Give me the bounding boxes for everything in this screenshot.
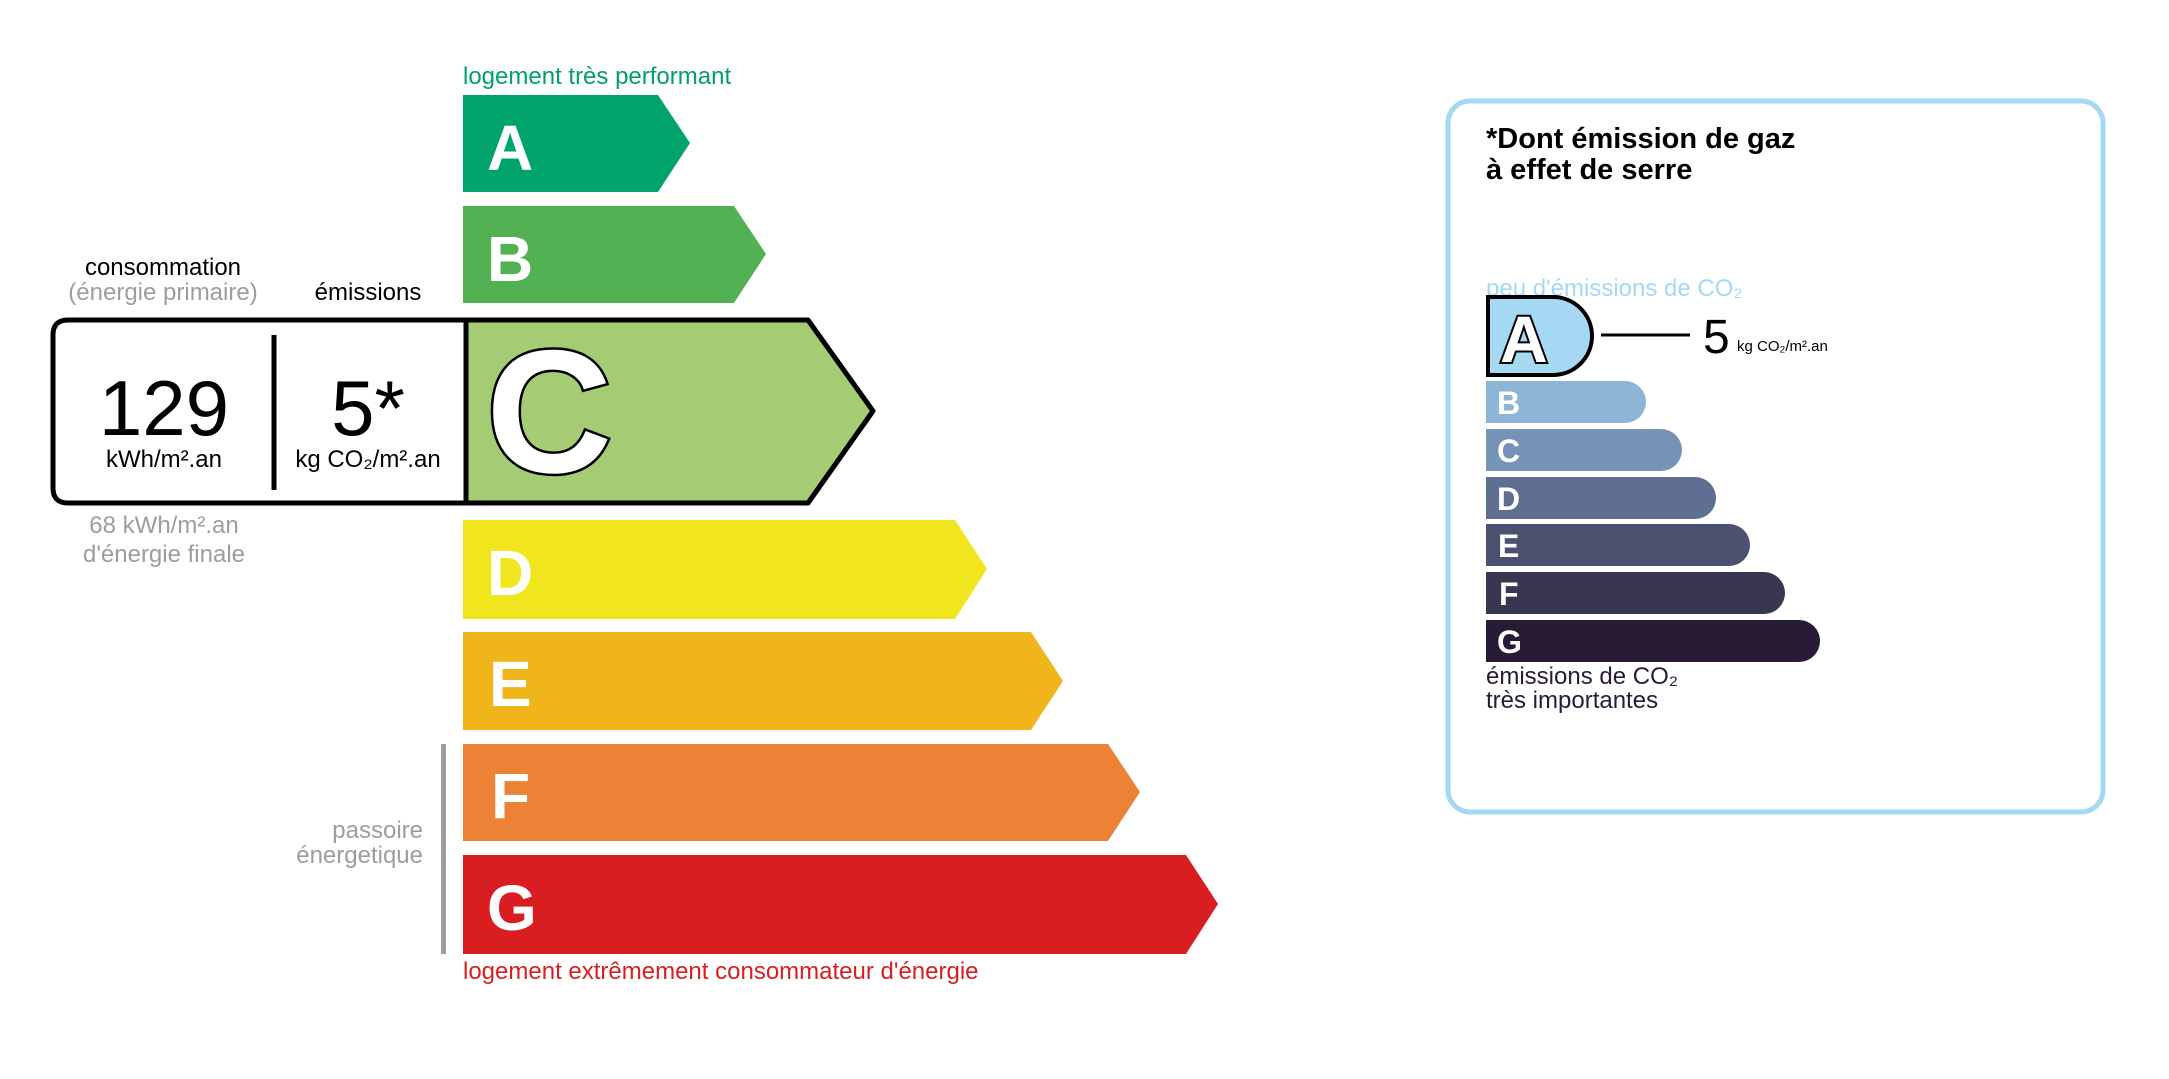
- energy-top-label: logement très performant: [463, 63, 731, 90]
- final-energy-value: 68 kWh/m².an: [89, 512, 238, 539]
- energy-bar-d: [463, 520, 987, 619]
- emissions-value: 5*: [331, 364, 405, 452]
- energy-letter-e: E: [489, 648, 532, 720]
- energy-letter-d: D: [487, 537, 533, 609]
- passoire-label-2: énergetique: [296, 842, 423, 869]
- ges-letter-c: C: [1497, 433, 1520, 469]
- energy-bottom-label: logement extrêmement consommateur d'éner…: [463, 958, 979, 985]
- energy-bar-b: [463, 206, 766, 303]
- energy-letter-b: B: [487, 223, 533, 295]
- ges-letter-e: E: [1498, 528, 1519, 564]
- ges-bar-f: [1486, 572, 1785, 614]
- ges-letter-a: A: [1500, 302, 1548, 376]
- energy-bar-e: [463, 632, 1063, 730]
- final-energy-label: d'énergie finale: [83, 541, 245, 568]
- energy-letter-f: F: [491, 760, 530, 832]
- ges-value: 5: [1703, 311, 1730, 364]
- consumption-label: consommation: [85, 254, 241, 281]
- ges-bar-a: [1486, 295, 1594, 377]
- ges-bar-e: [1486, 524, 1750, 566]
- energy-bar-g: [463, 855, 1218, 954]
- emissions-label: émissions: [315, 279, 422, 306]
- energy-value-box: [50, 317, 876, 506]
- ges-bar-g: [1486, 620, 1820, 662]
- passoire-bracket: [441, 744, 446, 954]
- ges-title-1: *Dont émission de gaz: [1486, 123, 1795, 155]
- ges-title-2: à effet de serre: [1486, 154, 1692, 186]
- ges-bar-b: [1486, 381, 1646, 423]
- ges-unit: kg CO₂/m².an: [1737, 338, 1828, 355]
- energy-letter-c: C: [486, 315, 612, 510]
- ges-panel: *Dont émission de gaz à effet de serre p…: [1445, 98, 2106, 815]
- emissions-unit: kg CO₂/m².an: [295, 446, 440, 473]
- ges-bar-c: [1486, 429, 1682, 471]
- ges-letter-d: D: [1497, 481, 1520, 517]
- energy-scale: logement très performant A B C 129 kWh/m…: [50, 63, 1218, 985]
- consumption-value: 129: [99, 364, 229, 452]
- consumption-unit: kWh/m².an: [106, 446, 222, 473]
- ges-letter-f: F: [1499, 576, 1519, 612]
- passoire-label-1: passoire: [332, 817, 423, 844]
- ges-bottom-label-2: très importantes: [1486, 687, 1658, 714]
- energy-current-class-c: C 129 kWh/m².an 5* kg CO₂/m².an: [50, 313, 876, 513]
- ges-letter-b: B: [1497, 385, 1520, 421]
- ges-letter-g: G: [1497, 624, 1522, 660]
- energy-bar-f: [463, 744, 1140, 841]
- consumption-sublabel: (énergie primaire): [68, 279, 257, 306]
- energy-letter-g: G: [487, 872, 537, 944]
- ges-bottom-label-1: émissions de CO₂: [1486, 663, 1678, 690]
- energy-letter-a: A: [487, 112, 533, 184]
- ges-bar-d: [1486, 477, 1716, 519]
- energy-bar-a: [463, 95, 690, 192]
